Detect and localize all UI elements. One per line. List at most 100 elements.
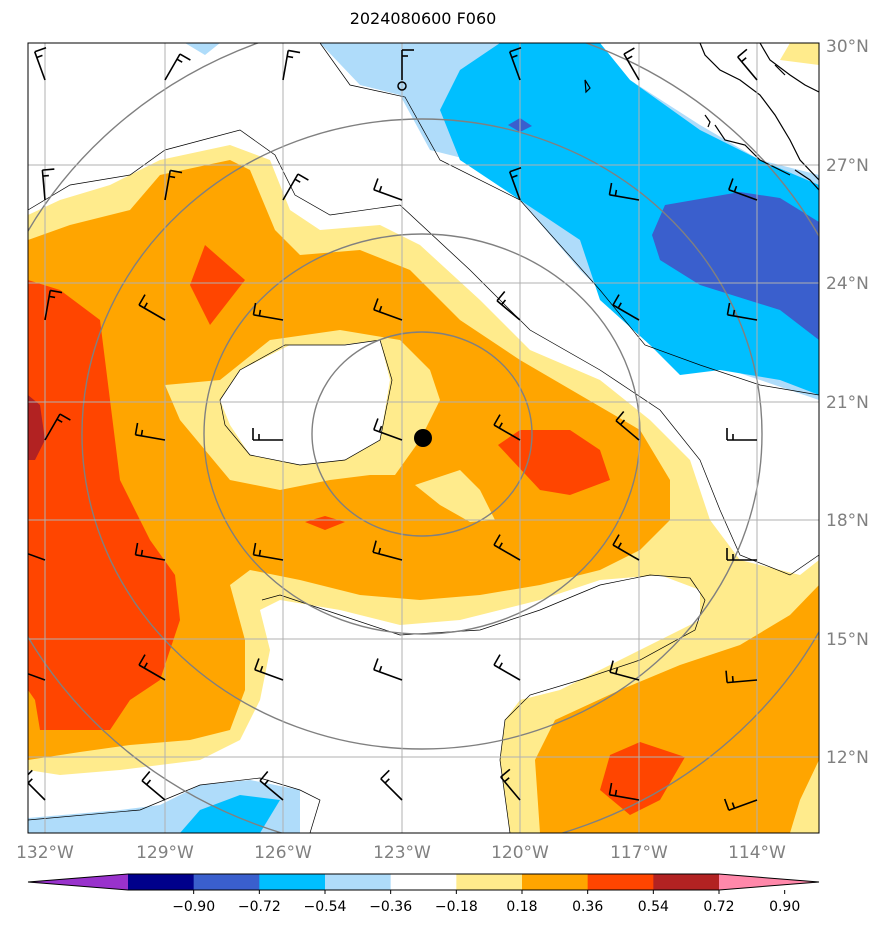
wind-barb [493,654,521,681]
wind-barb [725,670,758,684]
lat-label: 12°N [826,748,869,768]
colorbar-segment [653,874,720,890]
colorbar-tick-label: 0.18 [506,899,537,915]
wind-barb [252,542,284,561]
contour-light-blue-patch [185,43,220,55]
wind-barb [401,49,414,80]
wind-barb [138,654,166,681]
colorbar-tick-label: 0.90 [769,899,800,915]
colorbar-segment [390,874,457,890]
wind-barb [254,658,284,681]
storm-center-marker [414,429,432,447]
range-rings [28,43,819,833]
wind-barb [508,166,522,201]
wind-barb [728,178,758,201]
coastline [584,43,819,191]
lat-label: 15°N [826,630,869,650]
plot-frame [27,42,820,834]
contour-yellow-inner [415,470,495,522]
wind-barb [493,534,521,561]
wind-barb [737,48,758,81]
wind-barb [44,413,71,441]
wind-barb [373,298,403,321]
colorbar-tick-label: −0.18 [435,899,478,915]
wind-barb [609,660,640,681]
colorbar-segment [193,874,260,890]
lon-label: 117°W [610,843,668,863]
wind-barb [134,542,166,561]
colorbar-segment [522,874,589,890]
colorbar-segment [259,874,326,890]
wind-barb [252,428,283,441]
wind-barb [608,182,640,201]
lat-label: 24°N [826,274,869,294]
wind-barb [28,552,46,561]
colorbar-segment [456,874,523,890]
wind-barb [138,294,166,321]
wind-barb [259,771,284,801]
colorbar-segment [587,874,654,890]
wind-barb [141,771,166,801]
station-marker [397,81,407,91]
colorbar-max-extend [719,874,819,890]
colorbar-tick-label: 0.54 [638,899,669,915]
wind-barb [615,411,640,441]
longitude-labels: 132°W 129°W 126°W 123°W 120°W 117°W 114°… [16,843,786,863]
contour-yellow-northeast [780,43,819,65]
colorbar: −0.90 −0.72 −0.54 −0.36 −0.18 0.18 0.36 0.54 0.7… [27,873,820,915]
colorbar-tick-label: −0.36 [369,899,412,915]
contour-red-patch-1 [190,245,245,325]
wind-barb [496,291,521,321]
map-title: 2024080600 F060 [349,9,497,28]
wind-barb [508,46,522,81]
wind-barb [612,534,640,561]
wind-barb [608,782,640,801]
filled-contours [28,43,819,833]
contour-dark-red-edge [28,395,45,460]
colorbar-segment [325,874,392,890]
gridlines [28,43,819,833]
black-contour-lines [28,43,819,833]
wind-barb [282,173,309,201]
wind-barb [726,428,757,441]
lat-label: 21°N [826,393,869,413]
lat-label: 18°N [826,511,869,531]
wind-barb [372,540,403,561]
lat-label: 30°N [826,37,869,57]
lon-label: 114°W [728,843,786,863]
wind-barbs [28,46,758,812]
colorbar-tick-label: −0.72 [238,899,281,915]
colorbar-min-extend [28,874,128,890]
wind-barb [28,672,46,681]
wind-barb [44,289,63,321]
contour-red-patch-2 [498,430,610,495]
wind-barb [723,798,758,812]
colorbar-tick-label: 0.72 [703,899,734,915]
lon-label: 123°W [373,843,431,863]
lon-label: 129°W [136,843,194,863]
wind-barb [134,422,166,441]
wind-barb [252,302,284,321]
lon-label: 132°W [16,843,74,863]
latitude-labels: 30°N 27°N 24°N 21°N 18°N 15°N 12°N [826,37,869,768]
contour-red-west [28,280,180,730]
contour-royal-blue-north [652,192,819,340]
colorbar-outline [27,873,820,891]
wind-barb [380,769,403,801]
wind-barb [33,46,47,81]
colorbar-segment [128,874,195,890]
wind-barb [41,168,55,201]
wind-barb [282,49,301,81]
wind-barb [373,418,403,441]
colorbar-tick-label: −0.54 [304,899,347,915]
wind-barb [373,658,403,681]
wind-barb [726,302,758,321]
wind-barb [612,294,640,321]
colorbar-tick-label: −0.90 [172,899,215,915]
wind-barb [164,169,183,201]
wind-barb [726,548,757,561]
contour-sky-blue-north [440,43,819,395]
colorbar-tick-label: 0.36 [572,899,603,915]
wind-barb [493,414,521,441]
